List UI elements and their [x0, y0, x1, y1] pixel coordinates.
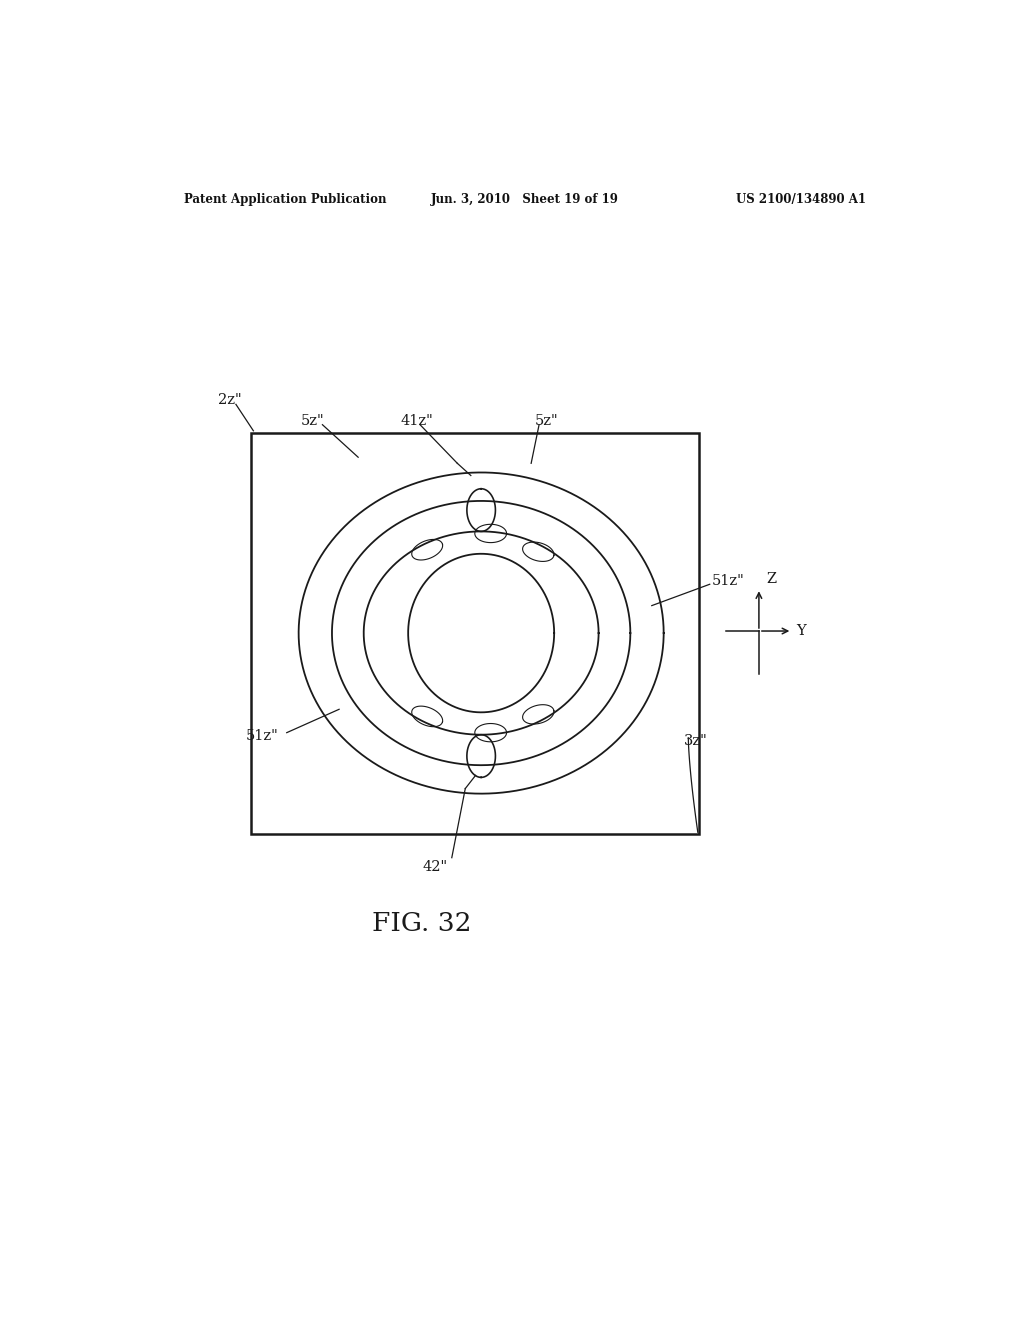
Text: Jun. 3, 2010   Sheet 19 of 19: Jun. 3, 2010 Sheet 19 of 19 — [431, 193, 618, 206]
Text: 42": 42" — [423, 859, 447, 874]
Bar — [251, 433, 699, 834]
Text: 51z": 51z" — [712, 574, 744, 589]
Text: 5z": 5z" — [536, 413, 559, 428]
Text: Y: Y — [797, 624, 806, 638]
Text: 5z": 5z" — [301, 413, 325, 428]
Text: Patent Application Publication: Patent Application Publication — [183, 193, 386, 206]
Text: 41z": 41z" — [400, 413, 433, 428]
Text: 3z": 3z" — [684, 734, 708, 748]
Text: 51z": 51z" — [246, 729, 279, 743]
Text: 2z": 2z" — [218, 393, 242, 408]
Text: FIG. 32: FIG. 32 — [372, 911, 471, 936]
Text: US 2100/134890 A1: US 2100/134890 A1 — [736, 193, 866, 206]
Text: Z: Z — [767, 573, 777, 586]
